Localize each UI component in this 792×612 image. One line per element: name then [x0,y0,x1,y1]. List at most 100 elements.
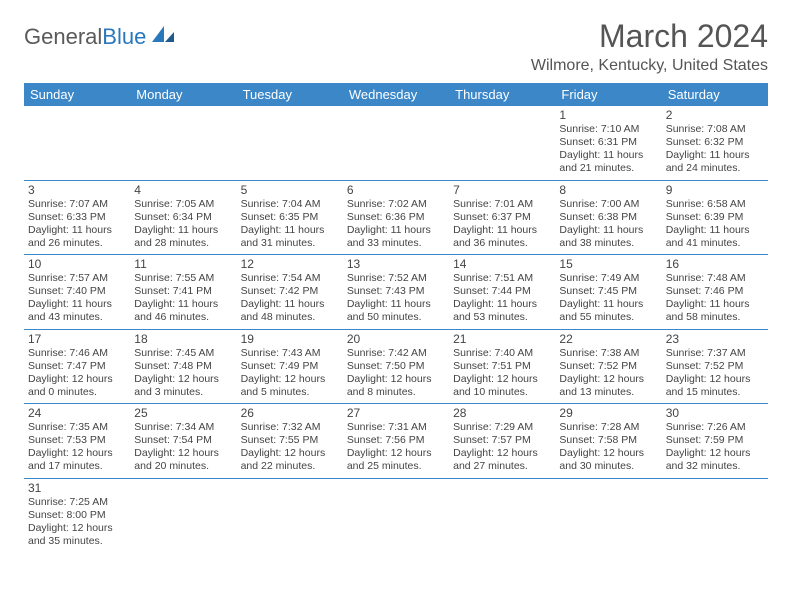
sunset-text: Sunset: 7:56 PM [347,434,445,447]
daylight-text: Daylight: 11 hours and 21 minutes. [559,149,657,175]
sunrise-text: Sunrise: 7:43 AM [241,347,339,360]
daylight-text: Daylight: 12 hours and 22 minutes. [241,447,339,473]
calendar-day-cell: 29Sunrise: 7:28 AMSunset: 7:58 PMDayligh… [555,404,661,479]
sunset-text: Sunset: 7:53 PM [28,434,126,447]
day-number: 21 [453,332,551,346]
sunrise-text: Sunrise: 7:57 AM [28,272,126,285]
sunset-text: Sunset: 7:45 PM [559,285,657,298]
day-info: Sunrise: 7:32 AMSunset: 7:55 PMDaylight:… [241,421,339,474]
sunrise-text: Sunrise: 7:26 AM [666,421,764,434]
sunrise-text: Sunrise: 7:42 AM [347,347,445,360]
sunset-text: Sunset: 6:31 PM [559,136,657,149]
day-number: 11 [134,257,232,271]
calendar-day-cell [237,478,343,552]
day-number: 1 [559,108,657,122]
calendar-day-cell: 26Sunrise: 7:32 AMSunset: 7:55 PMDayligh… [237,404,343,479]
day-info: Sunrise: 7:07 AMSunset: 6:33 PMDaylight:… [28,198,126,251]
day-info: Sunrise: 7:49 AMSunset: 7:45 PMDaylight:… [559,272,657,325]
calendar-day-cell: 20Sunrise: 7:42 AMSunset: 7:50 PMDayligh… [343,329,449,404]
logo-sail-icon [150,24,176,50]
day-info: Sunrise: 7:38 AMSunset: 7:52 PMDaylight:… [559,347,657,400]
day-number: 22 [559,332,657,346]
sunrise-text: Sunrise: 7:55 AM [134,272,232,285]
sunset-text: Sunset: 6:36 PM [347,211,445,224]
day-number: 16 [666,257,764,271]
day-info: Sunrise: 7:28 AMSunset: 7:58 PMDaylight:… [559,421,657,474]
sunset-text: Sunset: 6:33 PM [28,211,126,224]
day-info: Sunrise: 7:54 AMSunset: 7:42 PMDaylight:… [241,272,339,325]
sunset-text: Sunset: 7:58 PM [559,434,657,447]
day-info: Sunrise: 7:08 AMSunset: 6:32 PMDaylight:… [666,123,764,176]
daylight-text: Daylight: 11 hours and 36 minutes. [453,224,551,250]
header: GeneralBlue March 2024 Wilmore, Kentucky… [24,18,768,75]
sunrise-text: Sunrise: 7:45 AM [134,347,232,360]
title-block: March 2024 Wilmore, Kentucky, United Sta… [531,18,768,75]
calendar-day-cell [449,106,555,180]
day-info: Sunrise: 7:48 AMSunset: 7:46 PMDaylight:… [666,272,764,325]
daylight-text: Daylight: 11 hours and 55 minutes. [559,298,657,324]
daylight-text: Daylight: 12 hours and 17 minutes. [28,447,126,473]
logo: GeneralBlue [24,24,176,50]
day-number: 19 [241,332,339,346]
day-number: 7 [453,183,551,197]
sunset-text: Sunset: 7:48 PM [134,360,232,373]
calendar-week-row: 3Sunrise: 7:07 AMSunset: 6:33 PMDaylight… [24,180,768,255]
daylight-text: Daylight: 11 hours and 48 minutes. [241,298,339,324]
sunrise-text: Sunrise: 7:32 AM [241,421,339,434]
calendar-day-cell [662,478,768,552]
weekday-header: Friday [555,83,661,106]
sunset-text: Sunset: 7:54 PM [134,434,232,447]
sunset-text: Sunset: 7:59 PM [666,434,764,447]
daylight-text: Daylight: 12 hours and 15 minutes. [666,373,764,399]
calendar-day-cell: 27Sunrise: 7:31 AMSunset: 7:56 PMDayligh… [343,404,449,479]
sunrise-text: Sunrise: 7:37 AM [666,347,764,360]
day-number: 12 [241,257,339,271]
day-number: 31 [28,481,126,495]
day-number: 24 [28,406,126,420]
sunset-text: Sunset: 7:49 PM [241,360,339,373]
calendar-week-row: 1Sunrise: 7:10 AMSunset: 6:31 PMDaylight… [24,106,768,180]
day-number: 15 [559,257,657,271]
calendar-week-row: 17Sunrise: 7:46 AMSunset: 7:47 PMDayligh… [24,329,768,404]
calendar-day-cell: 23Sunrise: 7:37 AMSunset: 7:52 PMDayligh… [662,329,768,404]
day-info: Sunrise: 7:01 AMSunset: 6:37 PMDaylight:… [453,198,551,251]
sunset-text: Sunset: 8:00 PM [28,509,126,522]
sunset-text: Sunset: 7:41 PM [134,285,232,298]
day-info: Sunrise: 7:25 AMSunset: 8:00 PMDaylight:… [28,496,126,549]
day-number: 25 [134,406,232,420]
day-number: 6 [347,183,445,197]
sunset-text: Sunset: 7:51 PM [453,360,551,373]
calendar-table: SundayMondayTuesdayWednesdayThursdayFrid… [24,83,768,552]
daylight-text: Daylight: 12 hours and 35 minutes. [28,522,126,548]
day-info: Sunrise: 7:51 AMSunset: 7:44 PMDaylight:… [453,272,551,325]
sunset-text: Sunset: 7:55 PM [241,434,339,447]
day-number: 29 [559,406,657,420]
sunrise-text: Sunrise: 7:51 AM [453,272,551,285]
calendar-day-cell: 25Sunrise: 7:34 AMSunset: 7:54 PMDayligh… [130,404,236,479]
day-info: Sunrise: 7:04 AMSunset: 6:35 PMDaylight:… [241,198,339,251]
day-number: 23 [666,332,764,346]
sunset-text: Sunset: 7:52 PM [666,360,764,373]
calendar-week-row: 31Sunrise: 7:25 AMSunset: 8:00 PMDayligh… [24,478,768,552]
daylight-text: Daylight: 12 hours and 30 minutes. [559,447,657,473]
calendar-day-cell: 21Sunrise: 7:40 AMSunset: 7:51 PMDayligh… [449,329,555,404]
daylight-text: Daylight: 11 hours and 28 minutes. [134,224,232,250]
sunset-text: Sunset: 7:40 PM [28,285,126,298]
day-info: Sunrise: 7:45 AMSunset: 7:48 PMDaylight:… [134,347,232,400]
sunset-text: Sunset: 7:46 PM [666,285,764,298]
calendar-day-cell: 17Sunrise: 7:46 AMSunset: 7:47 PMDayligh… [24,329,130,404]
calendar-day-cell: 31Sunrise: 7:25 AMSunset: 8:00 PMDayligh… [24,478,130,552]
calendar-day-cell: 11Sunrise: 7:55 AMSunset: 7:41 PMDayligh… [130,255,236,330]
daylight-text: Daylight: 12 hours and 0 minutes. [28,373,126,399]
sunset-text: Sunset: 6:34 PM [134,211,232,224]
day-info: Sunrise: 7:40 AMSunset: 7:51 PMDaylight:… [453,347,551,400]
daylight-text: Daylight: 12 hours and 20 minutes. [134,447,232,473]
day-info: Sunrise: 7:37 AMSunset: 7:52 PMDaylight:… [666,347,764,400]
sunset-text: Sunset: 7:52 PM [559,360,657,373]
calendar-day-cell: 2Sunrise: 7:08 AMSunset: 6:32 PMDaylight… [662,106,768,180]
calendar-day-cell: 30Sunrise: 7:26 AMSunset: 7:59 PMDayligh… [662,404,768,479]
calendar-week-row: 24Sunrise: 7:35 AMSunset: 7:53 PMDayligh… [24,404,768,479]
day-info: Sunrise: 7:34 AMSunset: 7:54 PMDaylight:… [134,421,232,474]
day-number: 4 [134,183,232,197]
day-number: 3 [28,183,126,197]
